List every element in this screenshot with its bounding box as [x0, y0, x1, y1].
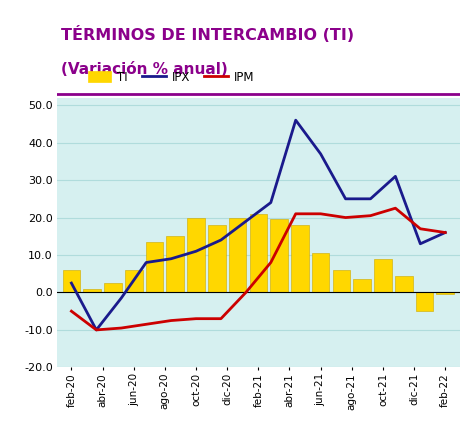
Bar: [395, 276, 412, 293]
Bar: [270, 220, 288, 293]
Bar: [83, 289, 101, 293]
Bar: [208, 225, 226, 293]
Bar: [187, 218, 205, 293]
Bar: [63, 270, 80, 293]
Bar: [333, 270, 350, 293]
Bar: [437, 293, 454, 294]
Bar: [146, 242, 164, 293]
Text: (Variación % anual): (Variación % anual): [61, 62, 228, 78]
Bar: [312, 253, 329, 293]
Bar: [353, 280, 371, 293]
Bar: [166, 236, 184, 293]
Bar: [249, 214, 267, 293]
Bar: [125, 270, 143, 293]
Bar: [291, 225, 309, 293]
Legend: TI, IPX, IPM: TI, IPX, IPM: [83, 66, 259, 88]
Text: TÉRMINOS DE INTERCAMBIO (TI): TÉRMINOS DE INTERCAMBIO (TI): [61, 26, 354, 43]
Bar: [374, 259, 392, 293]
Bar: [416, 293, 433, 311]
Bar: [229, 218, 246, 293]
Bar: [104, 283, 122, 293]
